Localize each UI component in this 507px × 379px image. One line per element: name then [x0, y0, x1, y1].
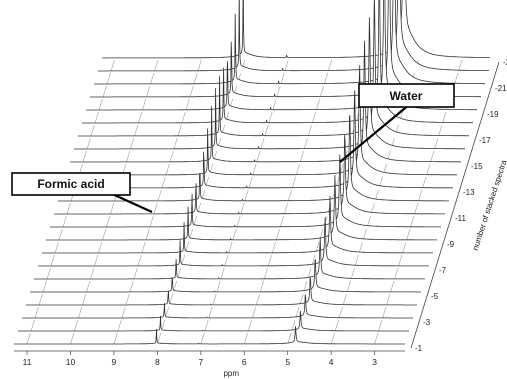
z-tick-label-15: -15 — [471, 162, 483, 171]
z-tick-label-13: -13 — [463, 188, 475, 197]
x-tick-label-5: 5 — [285, 357, 290, 367]
callout-formic-acid-label: Formic acid — [37, 177, 104, 191]
callout-water-label: Water — [390, 89, 423, 103]
x-tick-label-9: 9 — [112, 357, 117, 367]
spectrum-line-9 — [46, 175, 437, 241]
spectrum-line-21 — [94, 0, 485, 85]
callout-water-leader — [339, 103, 411, 163]
spectrum-line-23 — [102, 0, 490, 59]
callout-formic-acid-box — [11, 172, 131, 196]
z-axis-line — [410, 61, 500, 349]
callout-water: Water — [339, 83, 455, 163]
spectrum-line-8 — [42, 195, 433, 254]
z-tick-label-21: -21 — [495, 84, 507, 93]
spectrum-fill-13 — [62, 90, 453, 190]
spectrum-line-14 — [66, 65, 457, 176]
x-tick-label-6: 6 — [242, 357, 247, 367]
spectrum-line-22 — [98, 0, 489, 72]
z-tick-label-5: -5 — [431, 292, 439, 301]
spectrum-line-18 — [82, 0, 473, 124]
x-tick-label-7: 7 — [198, 357, 203, 367]
callout-water-box — [358, 83, 455, 108]
z-tick-label-3: -3 — [423, 318, 431, 327]
z-tick-label-9: -9 — [447, 240, 455, 249]
spectrum-fill-2 — [18, 310, 409, 333]
spectrum-line-1 — [14, 326, 405, 345]
spectrum-line-16 — [74, 17, 465, 150]
x-tick-label-11: 11 — [23, 357, 32, 367]
x-tick-label-10: 10 — [66, 357, 76, 367]
spectrum-fill-12 — [58, 115, 449, 203]
spectrum-line-7 — [38, 217, 429, 267]
callout-formic-acid: Formic acid — [11, 172, 153, 214]
z-tick-label-19: -19 — [487, 110, 499, 119]
spectrum-line-12 — [58, 115, 449, 202]
z-tick-label-11: -11 — [455, 214, 467, 223]
spectrum-fill-6 — [34, 238, 425, 281]
spectrum-fill-23 — [102, 0, 490, 60]
spectrum-fill-22 — [98, 0, 489, 73]
spectrum-fill-7 — [38, 217, 429, 268]
spectrum-line-10 — [50, 154, 441, 228]
spectrum-fill-21 — [94, 0, 485, 86]
x-tick-label-8: 8 — [155, 357, 160, 367]
spectrum-line-11 — [54, 134, 445, 215]
spectrum-line-3 — [22, 294, 413, 319]
spectrum-line-15 — [70, 40, 461, 163]
x-tick-label-3: 3 — [372, 357, 377, 367]
spectrum-fill-3 — [22, 294, 413, 320]
spectrum-line-5 — [30, 259, 421, 293]
spectrum-line-2 — [18, 310, 409, 332]
spectrum-line-6 — [34, 238, 425, 280]
spectrum-fill-15 — [70, 40, 461, 164]
z-tick-label-23: -23 — [503, 58, 507, 67]
callout-formic-acid-leader — [109, 191, 153, 214]
x-tick-label-4: 4 — [329, 357, 334, 367]
z-axis-title: number of stacked spectra — [471, 158, 507, 251]
z-tick-label-17: -17 — [479, 136, 491, 145]
z-tick-label-1: -1 — [415, 344, 423, 353]
spectrum-line-17 — [78, 0, 469, 137]
spectrum-line-4 — [26, 277, 417, 306]
z-tick-label-7: -7 — [439, 266, 447, 275]
x-axis-title: ppm — [223, 369, 239, 378]
